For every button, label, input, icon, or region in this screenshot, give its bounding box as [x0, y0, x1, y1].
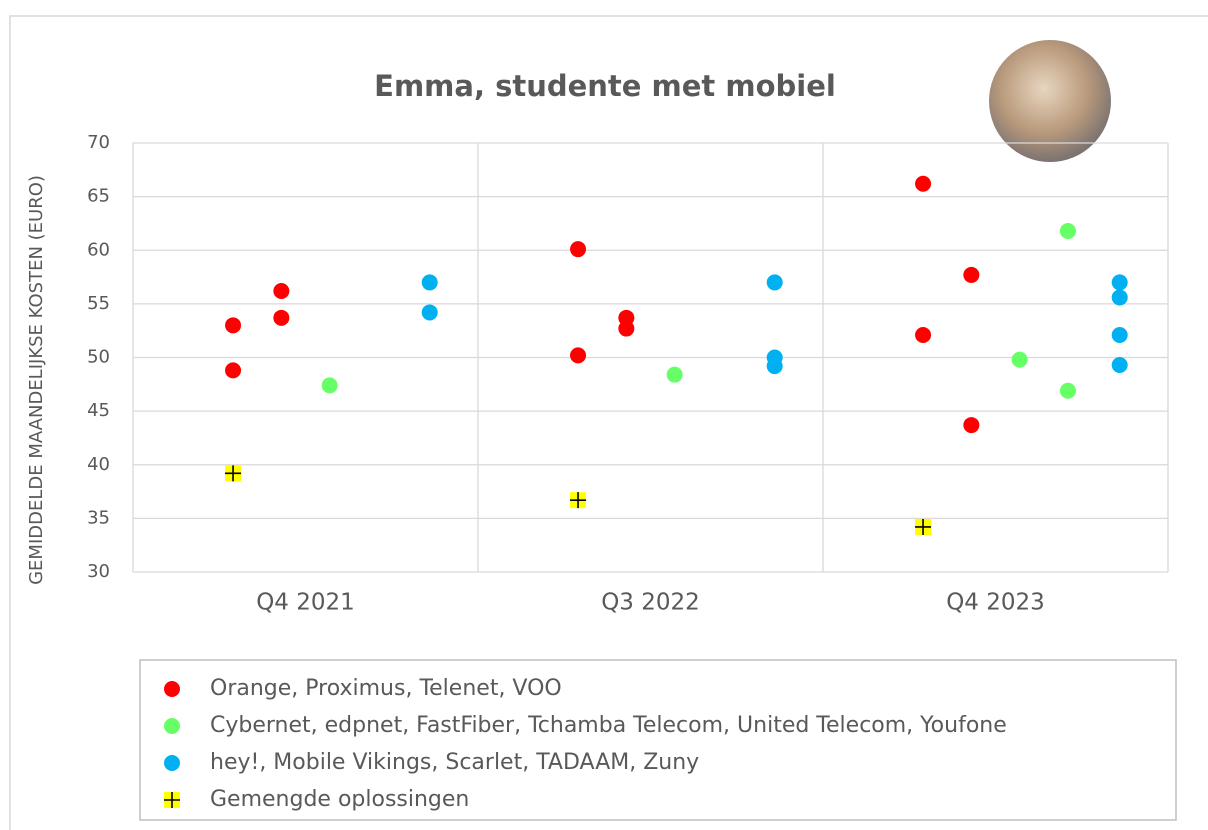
marker	[1059, 222, 1076, 239]
marker	[164, 718, 180, 734]
y-tick-label: 65	[87, 186, 110, 207]
marker	[421, 274, 438, 291]
marker	[1059, 382, 1076, 399]
marker	[766, 358, 783, 375]
y-tick-label: 45	[87, 400, 110, 421]
x-tick-label: Q4 2021	[256, 590, 355, 616]
marker	[164, 792, 180, 808]
y-tick-label: 70	[87, 132, 110, 153]
marker	[164, 755, 180, 771]
marker	[1011, 351, 1028, 368]
marker	[666, 366, 683, 383]
legend-box	[139, 659, 1177, 821]
marker	[963, 417, 980, 434]
chart-title: Emma, studente met mobiel	[374, 69, 836, 103]
marker	[1111, 326, 1128, 343]
marker	[225, 362, 242, 379]
marker	[273, 283, 290, 300]
marker	[915, 326, 932, 343]
y-tick-label: 50	[87, 347, 110, 368]
marker	[570, 241, 587, 258]
legend-label: Gemengde oplossingen	[210, 787, 469, 812]
avatar	[989, 40, 1111, 162]
y-tick-label: 30	[87, 561, 110, 582]
x-tick-label: Q3 2022	[601, 590, 700, 616]
marker	[321, 377, 338, 394]
marker	[618, 320, 635, 337]
marker	[766, 274, 783, 291]
marker	[915, 518, 932, 535]
marker	[915, 175, 932, 192]
chart-border	[9, 15, 1208, 830]
legend-label: Cybernet, edpnet, FastFiber, Tchamba Tel…	[210, 713, 1007, 738]
marker	[570, 347, 587, 364]
marker	[421, 304, 438, 321]
marker	[1111, 289, 1128, 306]
legend-label: Orange, Proximus, Telenet, VOO	[210, 676, 562, 701]
y-tick-label: 40	[87, 454, 110, 475]
x-tick-label: Q4 2023	[946, 590, 1045, 616]
y-tick-label: 35	[87, 507, 110, 528]
legend-label: hey!, Mobile Vikings, Scarlet, TADAAM, Z…	[210, 750, 699, 775]
y-tick-label: 55	[87, 293, 110, 314]
marker	[570, 492, 587, 509]
y-axis-label: GEMIDDELDE MAANDELIJKSE KOSTEN (EURO)	[26, 175, 47, 585]
marker	[225, 317, 242, 334]
y-tick-label: 60	[87, 239, 110, 260]
marker	[1111, 357, 1128, 374]
marker	[963, 266, 980, 283]
marker	[225, 465, 242, 482]
marker	[1111, 274, 1128, 291]
marker	[164, 681, 180, 697]
marker	[273, 309, 290, 326]
